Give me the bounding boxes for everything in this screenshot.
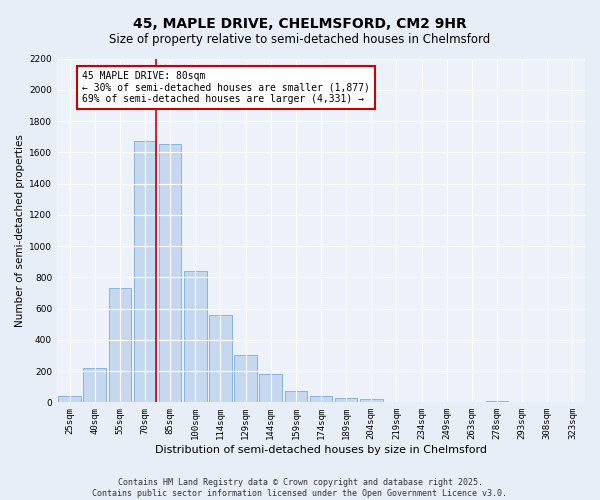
Bar — [335, 398, 358, 402]
Bar — [184, 271, 206, 402]
Text: Contains HM Land Registry data © Crown copyright and database right 2025.
Contai: Contains HM Land Registry data © Crown c… — [92, 478, 508, 498]
Bar — [58, 396, 81, 402]
Bar — [83, 368, 106, 402]
Bar — [159, 144, 181, 402]
Bar — [485, 401, 508, 402]
Bar — [259, 374, 282, 402]
Bar — [310, 396, 332, 402]
Bar — [134, 142, 157, 402]
Bar — [284, 392, 307, 402]
Text: 45, MAPLE DRIVE, CHELMSFORD, CM2 9HR: 45, MAPLE DRIVE, CHELMSFORD, CM2 9HR — [133, 18, 467, 32]
X-axis label: Distribution of semi-detached houses by size in Chelmsford: Distribution of semi-detached houses by … — [155, 445, 487, 455]
Bar — [109, 288, 131, 403]
Text: Size of property relative to semi-detached houses in Chelmsford: Size of property relative to semi-detach… — [109, 32, 491, 46]
Text: 45 MAPLE DRIVE: 80sqm
← 30% of semi-detached houses are smaller (1,877)
69% of s: 45 MAPLE DRIVE: 80sqm ← 30% of semi-deta… — [82, 71, 370, 104]
Bar — [234, 356, 257, 403]
Bar — [360, 399, 383, 402]
Bar — [209, 315, 232, 402]
Y-axis label: Number of semi-detached properties: Number of semi-detached properties — [15, 134, 25, 327]
